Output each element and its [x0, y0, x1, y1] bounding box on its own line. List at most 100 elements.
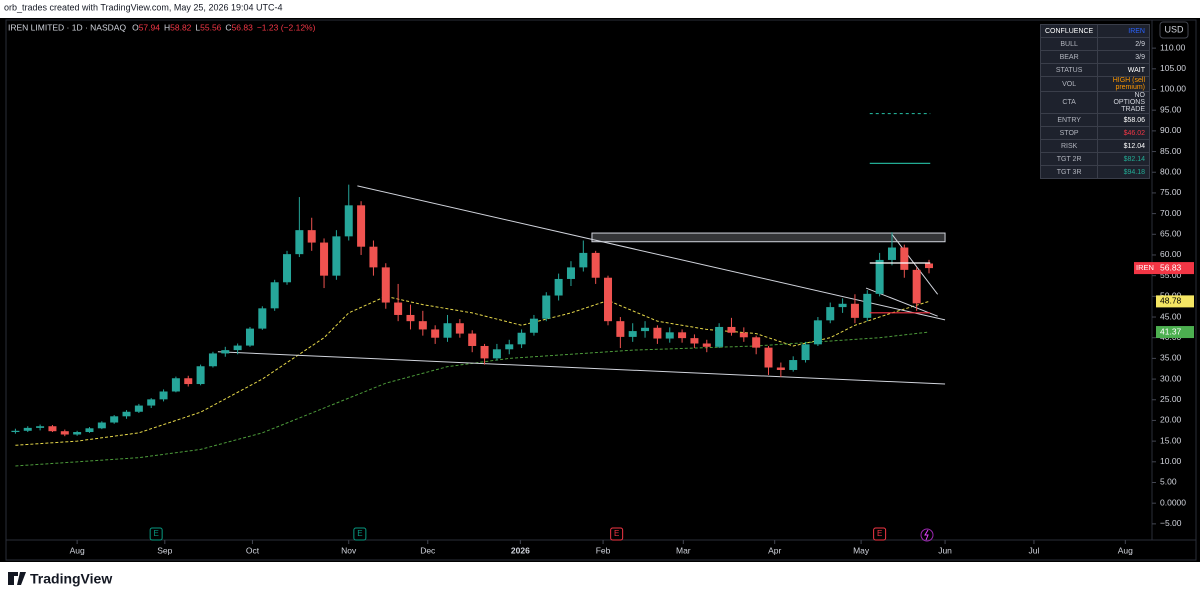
- y-tick-label: 0.0000: [1160, 497, 1186, 507]
- candle-body: [295, 230, 304, 255]
- x-tick-label: 2026: [511, 545, 530, 555]
- candle-body: [505, 344, 514, 350]
- candle-body: [418, 321, 427, 330]
- ohlc-key: O: [132, 22, 139, 32]
- candle-body: [604, 277, 613, 322]
- dividend-icon[interactable]: [920, 528, 934, 542]
- x-tick-label: Apr: [768, 545, 781, 555]
- trendline: [357, 185, 946, 321]
- candle-body: [307, 230, 316, 243]
- x-tick-label: Sep: [157, 545, 172, 555]
- event-marker: [610, 527, 624, 541]
- table-cell: BULL: [1039, 37, 1099, 51]
- x-tick-label: Dec: [420, 545, 436, 555]
- candle-body: [566, 267, 575, 279]
- candle-body: [752, 337, 761, 348]
- candle-body: [850, 303, 859, 318]
- candle-body: [912, 269, 921, 304]
- ohlc-key: L: [195, 22, 200, 32]
- x-tick-label: Aug: [1118, 545, 1133, 555]
- symbol: IREN LIMITED · 1D · NASDAQ: [8, 22, 126, 32]
- table-cell: TGT 3R: [1039, 165, 1099, 179]
- x-tick-label: Oct: [246, 545, 260, 555]
- currency-button[interactable]: [1159, 21, 1189, 39]
- candle-body: [468, 333, 477, 346]
- candle-body: [394, 302, 403, 315]
- x-tick-label: Jun: [938, 545, 952, 555]
- chart-background: [0, 18, 1200, 562]
- candle-body: [739, 332, 748, 338]
- y-tick-label: 45.00: [1160, 311, 1182, 321]
- x-tick-label: Feb: [596, 545, 611, 555]
- candle-body: [258, 308, 267, 329]
- candle-body: [208, 353, 217, 367]
- candle-body: [813, 320, 822, 345]
- candle-body: [529, 318, 538, 333]
- candle-body: [789, 360, 798, 370]
- candle-body: [801, 344, 810, 361]
- moving-average: [15, 331, 930, 467]
- candle-body: [381, 267, 390, 303]
- event-marker: [873, 527, 887, 541]
- candle-body: [665, 332, 674, 339]
- candle-body: [11, 430, 20, 433]
- y-tick-label: 90.00: [1160, 125, 1182, 135]
- y-tick-label: −5.00: [1160, 518, 1182, 528]
- y-tick-label: 60.00: [1160, 249, 1182, 259]
- lightning: [924, 529, 929, 541]
- price-tag-name: IREN: [1136, 263, 1154, 272]
- ohlc-value: 55.56: [200, 22, 222, 32]
- candle-body: [715, 326, 724, 347]
- trendline: [217, 351, 946, 385]
- ohlc-key: H: [164, 22, 170, 32]
- currency[interactable]: USD: [1164, 24, 1184, 34]
- table-cell: $12.04: [1097, 139, 1150, 153]
- brand: TradingView: [30, 571, 112, 587]
- candle-body: [702, 343, 711, 347]
- price-tag: [1156, 295, 1194, 308]
- y-tick-label: 105.00: [1160, 63, 1186, 73]
- y-tick-label: 65.00: [1160, 229, 1182, 239]
- change: −1.23 (−2.12%): [257, 22, 316, 32]
- table-cell: BEAR: [1039, 50, 1099, 64]
- candle-body: [332, 236, 341, 276]
- candle-body: [653, 327, 662, 339]
- candle-body: [900, 247, 909, 270]
- candle-body: [690, 338, 699, 344]
- x-tick-label: Jul: [1029, 545, 1040, 555]
- table-cell: CTA: [1039, 91, 1099, 114]
- x-tick-label: Nov: [341, 545, 357, 555]
- y-tick-label: 75.00: [1160, 187, 1182, 197]
- y-tick-label: 80.00: [1160, 166, 1182, 176]
- y-tick-label: 15.00: [1160, 435, 1182, 445]
- table-row: STOP $46.02: [1039, 126, 1150, 140]
- candle-body: [678, 332, 687, 339]
- candle-body: [122, 411, 131, 417]
- table-cell: $58.06: [1097, 113, 1150, 127]
- price-tag-label: 41.37: [1160, 326, 1182, 336]
- candle-body: [134, 405, 143, 412]
- candle-body: [85, 428, 94, 433]
- y-tick-label: 70.00: [1160, 208, 1182, 218]
- table-cell: VOL: [1039, 76, 1099, 92]
- credit: orb_trades created with TradingView.com,…: [4, 2, 282, 12]
- tradingview-logo: [8, 572, 26, 585]
- candle-body: [542, 295, 551, 319]
- table-row: RISK $12.04: [1039, 139, 1150, 153]
- candle-body: [36, 426, 45, 428]
- candle-body: [283, 254, 292, 283]
- candle-body: [110, 416, 119, 423]
- ohlc-value: 57.94: [139, 22, 161, 32]
- x-tick-label: Aug: [70, 545, 85, 555]
- table-cell: 2/9: [1097, 37, 1150, 51]
- resistance-zone: [591, 232, 946, 243]
- y-tick-label: 100.00: [1160, 84, 1186, 94]
- candle-body: [159, 391, 168, 400]
- price-tag: [1156, 326, 1194, 339]
- table-header: CONFLUENCE IREN: [1039, 24, 1150, 38]
- table-cell: STATUS: [1039, 63, 1099, 77]
- trendline: [891, 233, 939, 295]
- y-tick-label: 10.00: [1160, 456, 1182, 466]
- candle-body: [887, 247, 896, 260]
- table-cell: 3/9: [1097, 50, 1150, 64]
